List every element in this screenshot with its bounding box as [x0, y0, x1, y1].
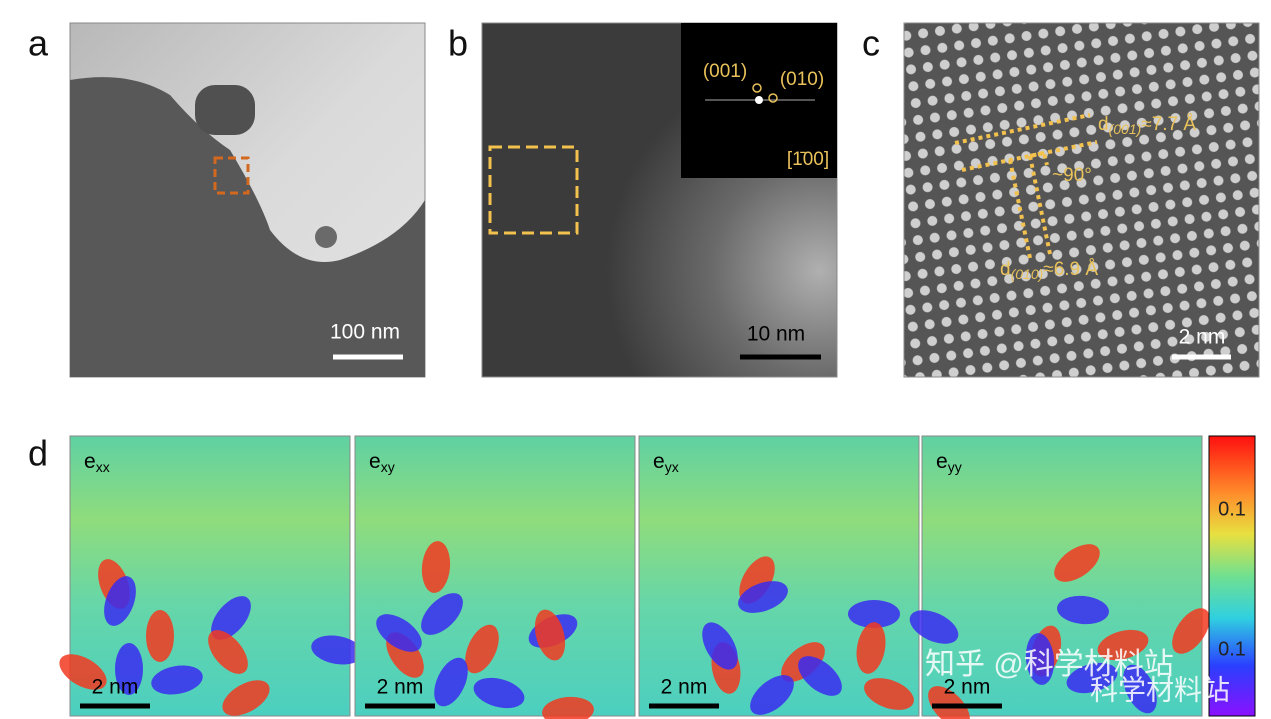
strain-feature — [434, 657, 468, 707]
subscript: yy — [948, 459, 962, 475]
scale-label: 2 nm — [1179, 326, 1226, 349]
panel-label: d — [28, 433, 48, 474]
strain-map — [354, 435, 636, 717]
map-label: exy — [369, 450, 395, 475]
strain-feature — [465, 624, 499, 674]
strain-feature — [473, 677, 525, 709]
annotation: ~90° — [1052, 165, 1092, 186]
strain-feature — [798, 656, 842, 696]
colorbar-label: 0.1 — [1218, 498, 1246, 520]
particle — [195, 85, 255, 135]
strain-feature — [534, 609, 566, 661]
panel-label: a — [28, 23, 49, 64]
symbol: e — [84, 450, 96, 473]
strain-feature — [151, 665, 203, 695]
roi-box — [488, 145, 579, 235]
strain-feature — [864, 678, 914, 710]
strain-feature — [848, 600, 900, 628]
particle — [70, 77, 425, 378]
strain-feature — [146, 610, 174, 662]
strain-feature — [1066, 662, 1118, 694]
symbol: e — [936, 450, 948, 473]
symbol: e — [369, 450, 381, 473]
subscript: (001) — [1109, 121, 1142, 137]
lattice-lines — [954, 113, 1098, 259]
strain-feature — [1123, 664, 1157, 714]
strain-feature — [104, 576, 136, 626]
fft-label: [1̄00] — [787, 149, 829, 170]
colorbar — [1208, 435, 1256, 717]
fft-label: (001) — [703, 61, 747, 82]
scale-label: 2 nm — [661, 676, 708, 699]
colorbar-label: 0.1 — [1218, 638, 1246, 660]
map-label: eyx — [653, 450, 679, 475]
subscript: yx — [665, 459, 679, 475]
strain-feature — [208, 630, 248, 674]
watermark: 科学材料站 — [1090, 674, 1230, 705]
panel-label: c — [862, 23, 880, 64]
symbol: d — [1000, 259, 1011, 280]
subscript: (010) — [1011, 266, 1044, 282]
scale-label: 2 nm — [377, 676, 424, 699]
strain-feature — [1054, 544, 1100, 582]
map-label: exx — [84, 450, 110, 475]
strain-feature — [1097, 629, 1149, 661]
strain-feature — [702, 622, 738, 670]
panel-label: b — [448, 23, 468, 64]
strain-feature — [59, 654, 107, 690]
subscript: xy — [381, 459, 395, 475]
strain-feature — [1172, 608, 1210, 654]
scale-label: 2 nm — [92, 676, 139, 699]
scale-label: 100 nm — [330, 321, 400, 344]
strain-feature — [311, 635, 363, 665]
strain-feature — [1025, 633, 1055, 685]
strain-feature — [222, 680, 270, 716]
fft-spot — [755, 96, 763, 104]
symbol: e — [653, 450, 665, 473]
watermark: 知乎 @科学材料站 — [925, 648, 1174, 681]
value: ≈7.7 Å — [1141, 114, 1196, 135]
annotation: d(001)≈7.7 Å — [1098, 114, 1196, 137]
strain-feature — [421, 541, 451, 593]
strain-feature — [115, 643, 143, 695]
fft-mark — [768, 93, 778, 103]
roi-box — [213, 156, 250, 195]
map-label: eyy — [936, 450, 962, 475]
strain-feature — [376, 614, 422, 652]
strain-feature — [1057, 595, 1109, 625]
fft-mark — [752, 83, 762, 93]
strain-feature — [421, 593, 463, 635]
particle — [315, 226, 337, 248]
scale-label: 10 nm — [747, 323, 805, 346]
fft-label: (010) — [780, 69, 824, 90]
strain-feature — [738, 581, 788, 613]
scale-label: 2 nm — [944, 676, 991, 699]
strain-feature — [211, 596, 251, 640]
lattice-image — [903, 22, 1260, 378]
strain-map — [638, 435, 920, 717]
strain-feature — [542, 696, 594, 719]
subscript: xx — [96, 459, 110, 475]
strain-feature — [909, 610, 959, 644]
annotation: d(010)≈6.9 Å — [1000, 259, 1098, 282]
symbol: d — [1098, 114, 1109, 135]
strain-feature — [856, 622, 886, 674]
value: ≈6.9 Å — [1043, 259, 1098, 280]
strain-feature — [750, 675, 794, 715]
